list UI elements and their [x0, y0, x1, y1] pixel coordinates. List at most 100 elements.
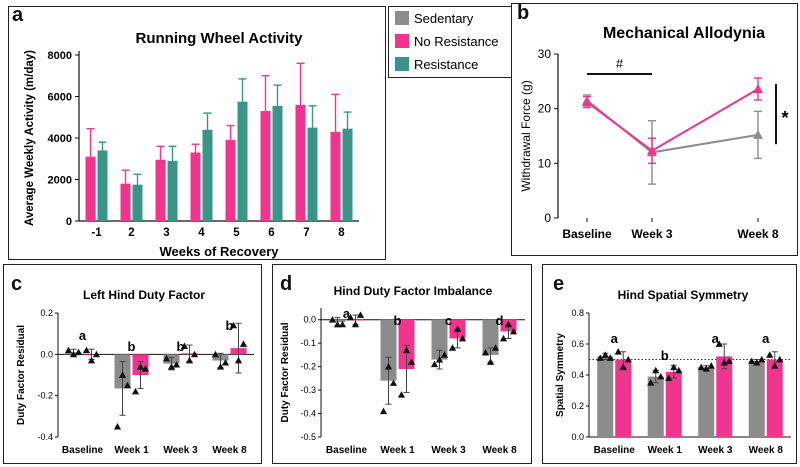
bar-sedentary: [698, 367, 715, 437]
legend-swatch-resistance: [395, 57, 409, 71]
panel-d: d Hind Duty Factor Imbalance -0.5 -0.4 -0.3…: [272, 264, 532, 464]
x-tick-label: Week 3: [698, 445, 733, 456]
x-tick-label: 2: [128, 227, 134, 239]
bar-no-resistance: [398, 319, 415, 369]
y-tick-label: 0.0: [40, 349, 53, 359]
x-tick-label: 6: [268, 227, 274, 239]
data-point: [748, 357, 756, 364]
data-point: [702, 365, 710, 372]
x-tick-label: Week 8: [212, 445, 247, 456]
bar-no-resistance: [665, 371, 682, 437]
data-point: [491, 344, 500, 351]
significance-letter: b: [226, 318, 234, 333]
data-point: [402, 346, 411, 354]
bar-sedentary: [431, 319, 448, 360]
bar-resistance: [97, 150, 108, 221]
x-tick-label: 8: [338, 227, 345, 239]
x-tick-label: Week 8: [737, 227, 778, 241]
chart-c: Left Hind Duty Factor -0.4 -0.2 0.0 0.2 Duty …: [16, 288, 254, 456]
bar-resistance: [342, 128, 353, 221]
y-tick-label: -0.4: [37, 432, 53, 442]
chart-title: Running Wheel Activity: [136, 30, 304, 47]
data-point: [172, 361, 181, 368]
bar-sedentary: [748, 361, 765, 437]
bar-resistance: [132, 184, 143, 221]
x-tick-label: 7: [303, 227, 309, 239]
significance-letter: a: [611, 331, 619, 346]
data-point: [753, 359, 761, 366]
y-axis-label: Average Weekly Activity (m/day): [24, 50, 36, 226]
data-point: [614, 348, 622, 355]
bar-sedentary: [380, 319, 397, 381]
y-tick-label: 2000: [48, 175, 72, 187]
chart-a: Running Wheel Activity 0 2000 4000 6000 8000 A…: [24, 30, 359, 259]
x-tick-label: Baseline: [326, 445, 368, 456]
data-point: [185, 356, 194, 364]
y-tick-label: 0: [544, 211, 551, 225]
data-point: [167, 363, 176, 370]
x-tick-label: 5: [233, 227, 240, 239]
x-tick-label: Week 3: [631, 227, 672, 241]
bar-no-resistance: [190, 152, 201, 221]
panel-e: e Hind Spatial Symmetry 0.0 0.2 0.4 0.6 0.8 Sp…: [542, 264, 797, 464]
data-point: [486, 358, 495, 365]
bar-no-resistance: [120, 183, 131, 221]
x-tick-label: Week 8: [749, 445, 784, 456]
data-point: [453, 325, 462, 332]
chart-title: Mechanical Allodynia: [603, 25, 765, 42]
y-tick-label: 8000: [48, 50, 72, 62]
data-point: [123, 381, 132, 389]
data-point: [136, 363, 145, 370]
data-point: [69, 350, 78, 358]
data-point: [458, 334, 467, 342]
data-point: [619, 363, 627, 371]
y-tick-label: 0.0: [303, 315, 316, 325]
data-point: [753, 83, 763, 93]
data-point: [180, 342, 189, 349]
data-point: [596, 354, 604, 361]
data-point: [647, 145, 657, 155]
bar-sedentary: [597, 356, 614, 437]
data-point: [333, 320, 342, 328]
legend-swatch-sedentary: [395, 11, 409, 25]
data-point: [582, 97, 592, 107]
significance-letter: a: [712, 331, 720, 346]
legend: Sedentary No Resistance Resistance: [395, 11, 499, 72]
chart-title: Left Hind Duty Factor: [83, 288, 205, 302]
data-point: [74, 348, 83, 356]
x-tick-label: Week 1: [648, 445, 683, 456]
data-point: [346, 313, 355, 321]
data-point: [776, 355, 784, 363]
data-point: [113, 423, 122, 430]
panel-c: c Left Hind Duty Factor -0.4 -0.2 0.0 0.2 Dut…: [3, 264, 262, 464]
bar-resistance: [237, 101, 248, 221]
significance-letter: a: [79, 328, 87, 343]
data-point: [356, 311, 365, 318]
data-point: [397, 391, 406, 398]
significance-letter: d: [496, 313, 504, 328]
data-point: [647, 379, 655, 386]
chart-b: Mechanical Allodynia 0 10 20 30 Withdrawal Fo…: [519, 25, 789, 241]
legend-label-sedentary: Sedentary: [414, 11, 474, 26]
data-point: [652, 366, 660, 374]
y-axis-label: Withdrawal Force (g): [519, 80, 533, 191]
data-point: [448, 344, 457, 351]
significance-letter: b: [394, 313, 402, 328]
data-point: [504, 320, 513, 328]
data-point: [606, 354, 614, 361]
bar-resistance: [272, 105, 283, 221]
data-point: [758, 355, 766, 363]
data-point: [229, 321, 238, 329]
y-tick-label: -0.4: [300, 409, 316, 419]
y-tick-label: -0.5: [300, 432, 316, 442]
data-point: [407, 358, 416, 365]
bar-resistance: [202, 129, 213, 221]
significance-letter: b: [128, 339, 136, 354]
significance-letter: b: [177, 339, 185, 354]
bar-no-resistance: [716, 356, 733, 437]
y-tick-label: -0.1: [300, 338, 316, 348]
y-tick-label: 0.6: [571, 339, 584, 349]
data-point: [92, 350, 101, 358]
y-tick-label: 0.4: [571, 370, 584, 380]
legend-label-resistance: Resistance: [414, 57, 478, 72]
